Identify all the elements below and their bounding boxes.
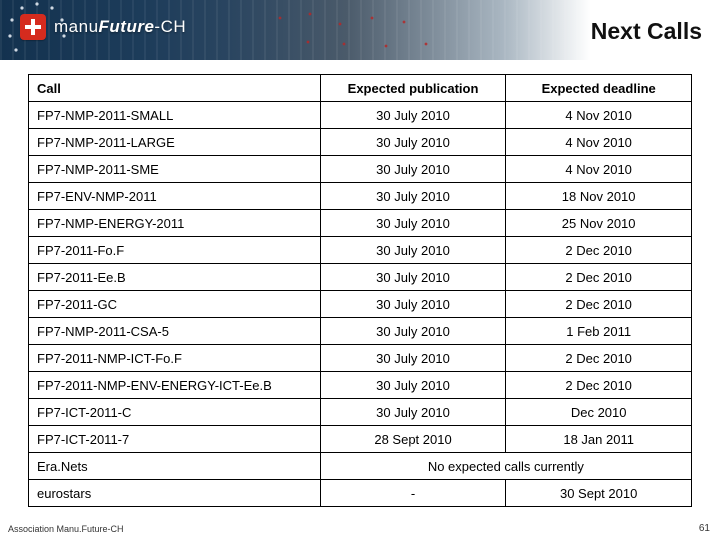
cell-deadline: 2 Dec 2010 xyxy=(506,264,692,291)
logo-prefix: manu xyxy=(54,17,99,36)
swiss-flag-icon xyxy=(20,14,46,40)
cell-call: FP7-2011-NMP-ENV-ENERGY-ICT-Ee.B xyxy=(29,372,321,399)
logo-suffix: -CH xyxy=(154,17,186,36)
cell-pub: 30 July 2010 xyxy=(320,372,506,399)
footer-page-number: 61 xyxy=(699,523,710,534)
cell-call: FP7-2011-Fo.F xyxy=(29,237,321,264)
table-row: FP7-ENV-NMP-201130 July 201018 Nov 2010 xyxy=(29,183,692,210)
cell-pub: 30 July 2010 xyxy=(320,129,506,156)
table-body: FP7-NMP-2011-SMALL30 July 20104 Nov 2010… xyxy=(29,102,692,507)
table-row: FP7-2011-Fo.F30 July 20102 Dec 2010 xyxy=(29,237,692,264)
cell-pub: 30 July 2010 xyxy=(320,156,506,183)
table-row: FP7-ICT-2011-728 Sept 201018 Jan 2011 xyxy=(29,426,692,453)
cell-deadline: 1 Feb 2011 xyxy=(506,318,692,345)
cell-call: FP7-NMP-2011-SME xyxy=(29,156,321,183)
cell-call: FP7-NMP-2011-LARGE xyxy=(29,129,321,156)
logo-bold: Future xyxy=(99,17,155,36)
cell-call: FP7-ICT-2011-7 xyxy=(29,426,321,453)
table-row: FP7-2011-Ee.B30 July 20102 Dec 2010 xyxy=(29,264,692,291)
cell-pub: 30 July 2010 xyxy=(320,399,506,426)
cell-pub: 30 July 2010 xyxy=(320,291,506,318)
cell-call: FP7-ENV-NMP-2011 xyxy=(29,183,321,210)
cell-pub: 30 July 2010 xyxy=(320,264,506,291)
table-row: eurostars-30 Sept 2010 xyxy=(29,480,692,507)
cell-span: No expected calls currently xyxy=(320,453,691,480)
cell-deadline: 2 Dec 2010 xyxy=(506,291,692,318)
logo: manuFuture-CH xyxy=(20,14,186,40)
table-row: FP7-NMP-2011-CSA-530 July 20101 Feb 2011 xyxy=(29,318,692,345)
cell-call: FP7-ICT-2011-C xyxy=(29,399,321,426)
table-row: FP7-NMP-2011-SME30 July 20104 Nov 2010 xyxy=(29,156,692,183)
slide: manuFuture-CH Next Calls Call Expected p… xyxy=(0,0,720,540)
cell-deadline: 2 Dec 2010 xyxy=(506,345,692,372)
cell-deadline: 2 Dec 2010 xyxy=(506,372,692,399)
cell-pub: 30 July 2010 xyxy=(320,102,506,129)
cell-deadline: 30 Sept 2010 xyxy=(506,480,692,507)
table-row: FP7-ICT-2011-C30 July 2010Dec 2010 xyxy=(29,399,692,426)
table-row: FP7-NMP-2011-LARGE30 July 20104 Nov 2010 xyxy=(29,129,692,156)
cell-pub: 30 July 2010 xyxy=(320,345,506,372)
table-row: FP7-2011-GC30 July 20102 Dec 2010 xyxy=(29,291,692,318)
logo-text: manuFuture-CH xyxy=(54,17,186,37)
cell-deadline: 18 Jan 2011 xyxy=(506,426,692,453)
table-row: FP7-NMP-ENERGY-201130 July 201025 Nov 20… xyxy=(29,210,692,237)
cell-pub: - xyxy=(320,480,506,507)
calls-table: Call Expected publication Expected deadl… xyxy=(28,74,692,507)
cell-pub: 30 July 2010 xyxy=(320,318,506,345)
table-row: FP7-2011-NMP-ENV-ENERGY-ICT-Ee.B30 July … xyxy=(29,372,692,399)
cell-deadline: 4 Nov 2010 xyxy=(506,129,692,156)
cell-pub: 30 July 2010 xyxy=(320,183,506,210)
table-row: FP7-NMP-2011-SMALL30 July 20104 Nov 2010 xyxy=(29,102,692,129)
cell-call: FP7-NMP-ENERGY-2011 xyxy=(29,210,321,237)
cell-call: FP7-NMP-2011-CSA-5 xyxy=(29,318,321,345)
cell-call: FP7-2011-Ee.B xyxy=(29,264,321,291)
slide-title: Next Calls xyxy=(591,18,702,45)
table-row: FP7-2011-NMP-ICT-Fo.F30 July 20102 Dec 2… xyxy=(29,345,692,372)
cell-deadline: 2 Dec 2010 xyxy=(506,237,692,264)
cell-call: Era.Nets xyxy=(29,453,321,480)
footer-association: Association Manu.Future-CH xyxy=(8,524,124,534)
cell-call: FP7-2011-GC xyxy=(29,291,321,318)
cell-pub: 30 July 2010 xyxy=(320,210,506,237)
header-banner: manuFuture-CH Next Calls xyxy=(0,0,720,60)
col-header-call: Call xyxy=(29,75,321,102)
cell-pub: 28 Sept 2010 xyxy=(320,426,506,453)
cell-deadline: Dec 2010 xyxy=(506,399,692,426)
col-header-pub: Expected publication xyxy=(320,75,506,102)
cell-call: FP7-2011-NMP-ICT-Fo.F xyxy=(29,345,321,372)
table-header-row: Call Expected publication Expected deadl… xyxy=(29,75,692,102)
table-row: Era.NetsNo expected calls currently xyxy=(29,453,692,480)
cell-deadline: 25 Nov 2010 xyxy=(506,210,692,237)
cell-pub: 30 July 2010 xyxy=(320,237,506,264)
calls-table-wrap: Call Expected publication Expected deadl… xyxy=(28,74,692,507)
cell-call: FP7-NMP-2011-SMALL xyxy=(29,102,321,129)
col-header-deadline: Expected deadline xyxy=(506,75,692,102)
cell-call: eurostars xyxy=(29,480,321,507)
cell-deadline: 4 Nov 2010 xyxy=(506,102,692,129)
cell-deadline: 18 Nov 2010 xyxy=(506,183,692,210)
cell-deadline: 4 Nov 2010 xyxy=(506,156,692,183)
